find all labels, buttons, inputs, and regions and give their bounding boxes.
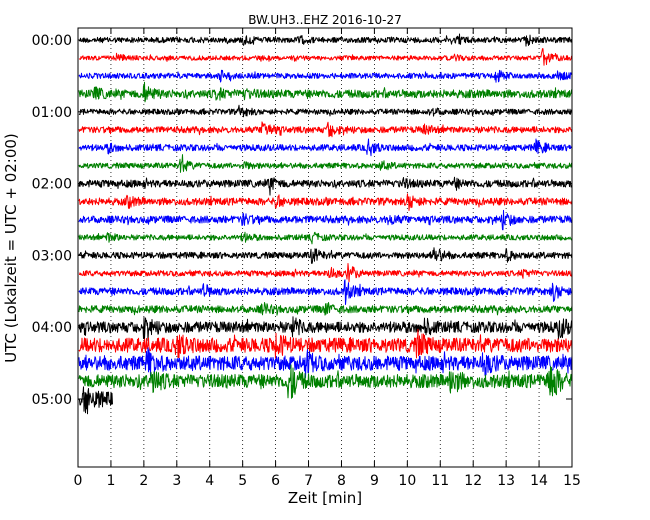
- x-tick-label: 14: [530, 473, 548, 489]
- x-tick-label: 7: [304, 473, 313, 489]
- trace-0015: [78, 48, 573, 66]
- x-tick-label: 12: [464, 473, 482, 489]
- trace-0500: [78, 386, 113, 415]
- y-tick-label: 05:00: [32, 392, 72, 408]
- y-tick-label: 04:00: [32, 320, 72, 336]
- x-tick-label: 11: [431, 473, 449, 489]
- y-tick-label: 00:00: [32, 33, 72, 49]
- trace-0445: [78, 364, 573, 399]
- x-tick-label: 13: [497, 473, 515, 489]
- x-tick-label: 6: [271, 473, 280, 489]
- trace-0345: [78, 302, 573, 316]
- x-axis-ticks: 0 1 2 3 4 5 6 7 8 9 10 11 12 13 14 15: [74, 28, 581, 489]
- trace-0215: [78, 193, 573, 211]
- y-tick-label: 02:00: [32, 177, 72, 193]
- trace-0315: [79, 263, 573, 283]
- trace-0145: [78, 154, 573, 173]
- plot-frame: [77, 27, 573, 468]
- chart-title: BW.UH3..EHZ 2016-10-27: [248, 13, 402, 27]
- trace-0000: [78, 33, 573, 47]
- trace-0430: [78, 347, 573, 379]
- x-tick-label: 0: [74, 473, 83, 489]
- trace-0030: [78, 69, 573, 83]
- x-tick-label: 15: [563, 473, 581, 489]
- trace-0100: [78, 104, 573, 118]
- trace-0245: [78, 231, 573, 245]
- traces-group: [78, 33, 573, 415]
- x-tick-label: 2: [139, 473, 148, 489]
- trace-0130: [78, 138, 573, 157]
- trace-0330: [78, 279, 573, 305]
- y-axis-ticks: 00:00 01:00 02:00 03:00 04:00 05:00: [32, 33, 572, 408]
- x-tick-label: 10: [398, 473, 416, 489]
- y-tick-label: 03:00: [32, 248, 72, 264]
- x-tick-label: 3: [172, 473, 181, 489]
- trace-0400: [78, 316, 573, 342]
- y-tick-label: 01:00: [32, 105, 72, 121]
- trace-0415: [78, 328, 573, 359]
- trace-0300: [78, 247, 573, 264]
- trace-0045: [78, 81, 573, 103]
- x-tick-label: 5: [238, 473, 247, 489]
- x-tick-label: 4: [205, 473, 214, 489]
- x-tick-label: 8: [337, 473, 346, 489]
- trace-0115: [78, 121, 573, 138]
- y-axis-label: UTC (Lokalzeit = UTC + 02:00): [2, 133, 20, 363]
- x-axis-label: Zeit [min]: [288, 489, 362, 507]
- trace-0200: [78, 176, 573, 196]
- trace-0230: [78, 209, 573, 231]
- x-tick-label: 9: [370, 473, 379, 489]
- x-tick-label: 1: [106, 473, 115, 489]
